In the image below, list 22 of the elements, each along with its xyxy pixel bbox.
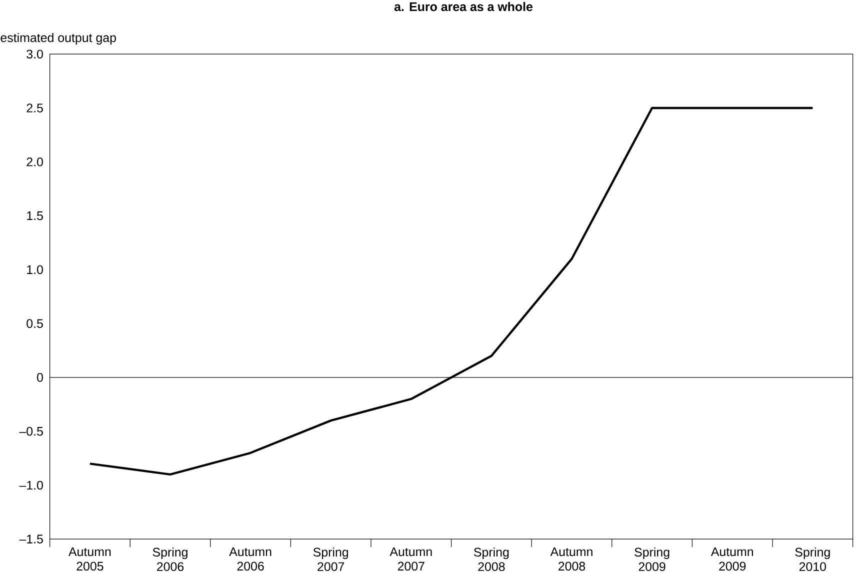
x-tick-label: Spring 2009 [634,547,670,572]
y-tick-label: 1.5 [27,211,43,220]
x-tick-label: Autumn 2007 [390,547,432,571]
y-tick-label: 3.0 [26,50,43,59]
chart-title: a. Euro area as a whole [394,2,533,12]
y-tick-label: 2.5 [26,104,43,112]
y-axis-title: estimated output gap [0,32,116,45]
y-tick-label: 0.5 [26,319,43,328]
y-tick-label: 0 [37,373,43,382]
y-tick-label: –1.5 [19,534,43,544]
x-tick-label: Autumn 2008 [550,547,592,571]
x-tick-label: Autumn 2006 [229,547,272,571]
x-tick-label: Spring 2010 [795,547,830,572]
y-tick-label: –0.5 [19,426,43,436]
y-tick-label: –1.0 [19,480,43,490]
x-tick-label: Autumn 2005 [68,547,111,571]
x-tick-label: Autumn 2009 [710,547,753,571]
x-tick-label: Spring 2008 [474,547,509,572]
y-tick-label: 1.0 [27,265,43,274]
x-tick-label: Spring 2006 [152,547,188,572]
x-tick-label: Spring 2007 [313,547,348,572]
y-tick-label: 2.0 [26,157,43,166]
